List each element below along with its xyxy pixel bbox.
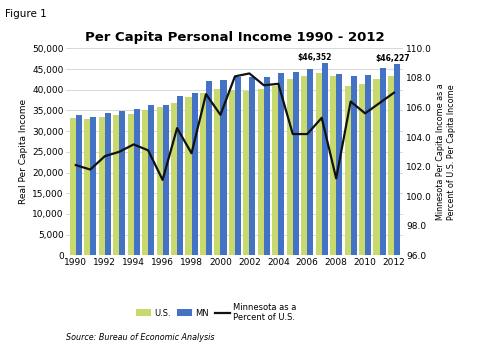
- Bar: [185, 97, 191, 255]
- Bar: [177, 96, 183, 255]
- Bar: [70, 118, 76, 255]
- Text: $46,227: $46,227: [375, 53, 410, 62]
- Minnesota as a
Percent of U.S.: [376, 101, 382, 105]
- Bar: [293, 72, 299, 255]
- Minnesota as a
Percent of U.S.: [276, 82, 281, 86]
- Legend: U.S., MN, Minnesota as a
Percent of U.S.: U.S., MN, Minnesota as a Percent of U.S.: [133, 299, 300, 325]
- Bar: [394, 64, 400, 255]
- Bar: [316, 73, 322, 255]
- Bar: [388, 77, 394, 255]
- Minnesota as a
Percent of U.S.: [290, 132, 296, 136]
- Bar: [330, 77, 336, 255]
- Bar: [156, 107, 163, 255]
- Bar: [272, 86, 278, 255]
- Bar: [379, 68, 386, 255]
- Bar: [351, 76, 357, 255]
- Minnesota as a
Percent of U.S.: [391, 91, 397, 95]
- Text: $46,352: $46,352: [297, 53, 332, 62]
- Bar: [148, 106, 154, 255]
- Bar: [113, 115, 119, 255]
- Text: Source: Bureau of Economic Analysis: Source: Bureau of Economic Analysis: [66, 333, 215, 342]
- Bar: [220, 80, 226, 255]
- Minnesota as a
Percent of U.S.: [333, 176, 339, 180]
- Bar: [134, 109, 140, 255]
- Y-axis label: Minnesota Per Capita Income as a
Percent of U.S. Per Capita Income: Minnesota Per Capita Income as a Percent…: [436, 83, 456, 220]
- Title: Per Capita Personal Income 1990 - 2012: Per Capita Personal Income 1990 - 2012: [85, 31, 385, 45]
- Bar: [215, 89, 220, 255]
- Line: Minnesota as a
Percent of U.S.: Minnesota as a Percent of U.S.: [76, 73, 394, 180]
- Minnesota as a
Percent of U.S.: [131, 142, 137, 147]
- Bar: [191, 92, 198, 255]
- Y-axis label: Real Per Capita Income: Real Per Capita Income: [19, 99, 28, 204]
- Bar: [359, 84, 365, 255]
- Bar: [105, 113, 111, 255]
- Bar: [235, 77, 241, 255]
- Minnesota as a
Percent of U.S.: [88, 167, 93, 171]
- Bar: [171, 103, 177, 255]
- Minnesota as a
Percent of U.S.: [188, 151, 194, 155]
- Bar: [91, 117, 96, 255]
- Bar: [119, 111, 125, 255]
- Bar: [249, 77, 255, 255]
- Bar: [258, 89, 264, 255]
- Bar: [278, 73, 284, 255]
- Minnesota as a
Percent of U.S.: [319, 116, 325, 120]
- Bar: [127, 114, 134, 255]
- Bar: [336, 75, 342, 255]
- Bar: [163, 106, 169, 255]
- Bar: [301, 77, 307, 255]
- Minnesota as a
Percent of U.S.: [261, 83, 267, 87]
- Bar: [76, 115, 82, 255]
- Bar: [365, 75, 371, 255]
- Bar: [373, 79, 379, 255]
- Minnesota as a
Percent of U.S.: [304, 132, 310, 136]
- Bar: [264, 77, 270, 255]
- Minnesota as a
Percent of U.S.: [217, 113, 223, 117]
- Minnesota as a
Percent of U.S.: [73, 163, 79, 167]
- Bar: [344, 86, 351, 255]
- Text: Figure 1: Figure 1: [5, 9, 47, 19]
- Minnesota as a
Percent of U.S.: [102, 154, 108, 158]
- Minnesota as a
Percent of U.S.: [145, 148, 151, 152]
- Minnesota as a
Percent of U.S.: [203, 92, 209, 96]
- Bar: [287, 79, 293, 255]
- Bar: [206, 81, 212, 255]
- Bar: [322, 63, 328, 255]
- Bar: [84, 119, 91, 255]
- Bar: [229, 90, 235, 255]
- Bar: [142, 110, 148, 255]
- Bar: [99, 117, 105, 255]
- Bar: [307, 69, 313, 255]
- Minnesota as a
Percent of U.S.: [362, 111, 368, 116]
- Minnesota as a
Percent of U.S.: [116, 150, 122, 154]
- Minnesota as a
Percent of U.S.: [348, 99, 354, 104]
- Bar: [244, 91, 249, 255]
- Minnesota as a
Percent of U.S.: [232, 74, 238, 78]
- Minnesota as a
Percent of U.S.: [174, 126, 180, 130]
- Minnesota as a
Percent of U.S.: [246, 71, 252, 76]
- Bar: [200, 92, 206, 255]
- Minnesota as a
Percent of U.S.: [160, 178, 166, 182]
